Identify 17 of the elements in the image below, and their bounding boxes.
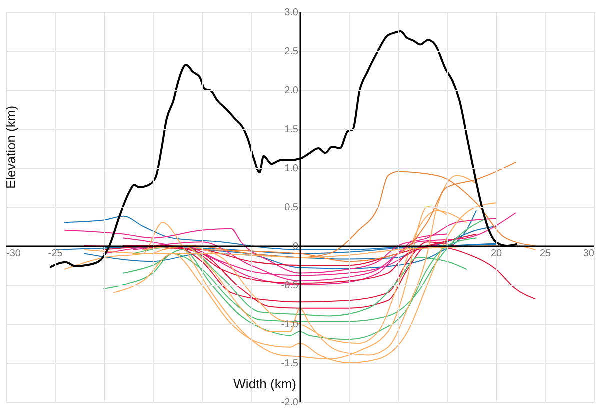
x-tick-label: 20 <box>490 248 502 260</box>
x-tick-label: -25 <box>48 248 64 260</box>
y-tick-label: 3.0 <box>284 8 299 18</box>
x-tick-label: -30 <box>6 248 22 260</box>
y-tick-label: 2.0 <box>284 86 299 96</box>
x-axis-title: Width (km) <box>234 376 296 392</box>
y-tick-label: -1.0 <box>281 320 299 330</box>
y-tick-label: -1.5 <box>281 358 299 370</box>
x-tick-label: 25 <box>540 248 552 260</box>
y-axis-title: Elevation (km) <box>4 106 18 190</box>
y-tick-label: -2.0 <box>281 398 299 408</box>
y-tick-label: 0 <box>292 242 299 252</box>
y-tick-label: 1.0 <box>284 164 299 174</box>
y-tick-label: 2.5 <box>284 46 299 58</box>
y-tick-label: 0.5 <box>284 202 299 214</box>
y-tick-label: 1.5 <box>284 124 299 136</box>
x-tick-label: 30 <box>583 248 595 260</box>
